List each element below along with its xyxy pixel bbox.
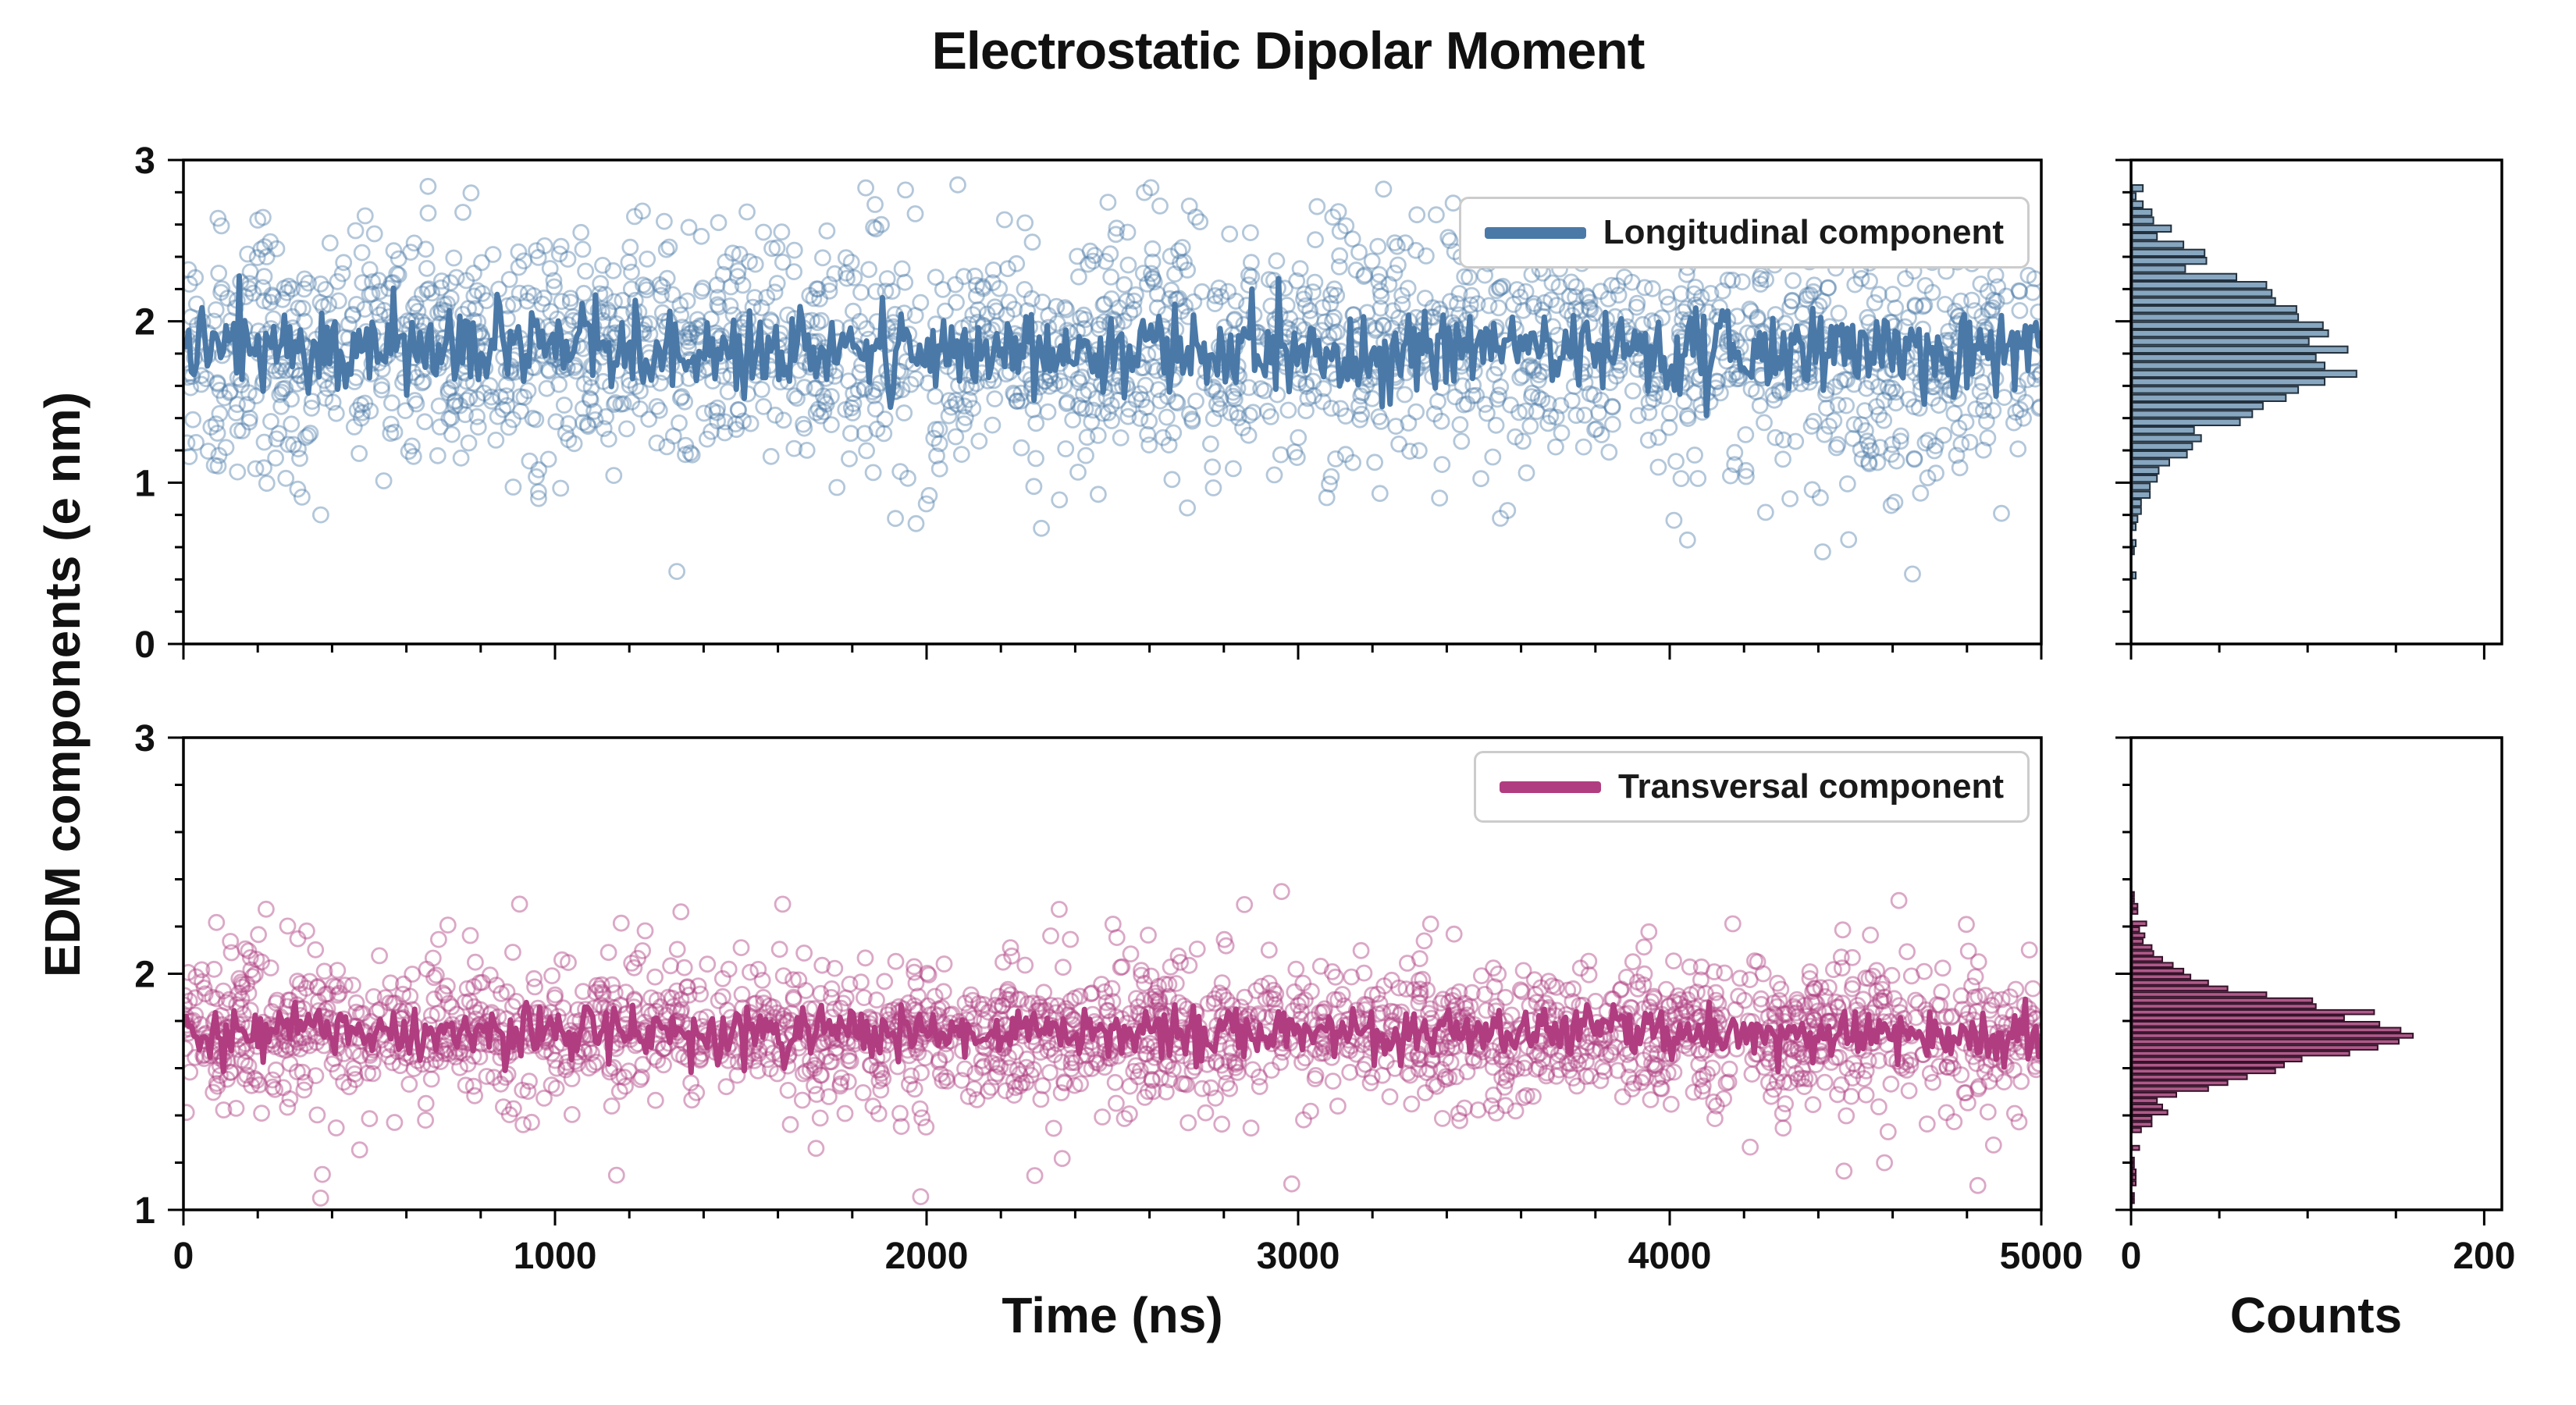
x-tick-label: 0 [173,1236,194,1277]
hist-tick-label: 0 [2121,1236,2142,1277]
histogram-transversal [2129,736,2503,1211]
hist-tick-label: 200 [2453,1236,2515,1277]
tick-labels-longitudinal: 0 1 2 3 [134,140,155,666]
avg-line-longitudinal [183,273,2041,418]
y-tick-label: 3 [134,140,155,182]
x-axis-label: Time (ns) [1002,1287,1223,1343]
y-tick-label: 1 [134,463,155,504]
chart-title: Electrostatic Dipolar Moment [931,21,1646,80]
y-tick-label: 2 [134,302,155,343]
legend-label-longitudinal: Longitudinal component [1603,213,2004,251]
y-tick-label: 1 [134,1190,155,1232]
x-tick-label: 5000 [2000,1236,2083,1277]
x-tick-label: 2000 [885,1236,969,1277]
y-tick-label: 3 [134,718,155,759]
legend-transversal: Transversal component [1474,751,2030,823]
histogram-longitudinal [2129,158,2503,646]
hist-box-longitudinal [2129,158,2503,646]
y-tick-label: 0 [134,624,155,666]
axes-box-longitudinal [182,158,2043,646]
panel-transversal [182,736,2043,1211]
ticks-transversal [168,736,2485,1225]
panel-longitudinal [182,158,2043,646]
legend-label-transversal: Transversal component [1618,767,2004,806]
counts-axis-label: Counts [2229,1287,2403,1343]
x-tick-label: 4000 [1628,1236,1712,1277]
legend-line-sample-transversal [1500,781,1602,793]
tick-labels-transversal: 1 2 3 0 1000 2000 3000 4000 5000 0 200 [134,718,2515,1277]
hist-box-transversal [2129,736,2503,1211]
y-tick-label: 2 [134,955,155,996]
x-tick-label: 1000 [514,1236,597,1277]
x-tick-label: 3000 [1257,1236,1340,1277]
avg-line-transversal [183,996,2041,1076]
legend-line-sample-longitudinal [1484,226,1586,239]
ticks-longitudinal [168,158,2485,660]
legend-longitudinal: Longitudinal component [1458,197,2030,269]
